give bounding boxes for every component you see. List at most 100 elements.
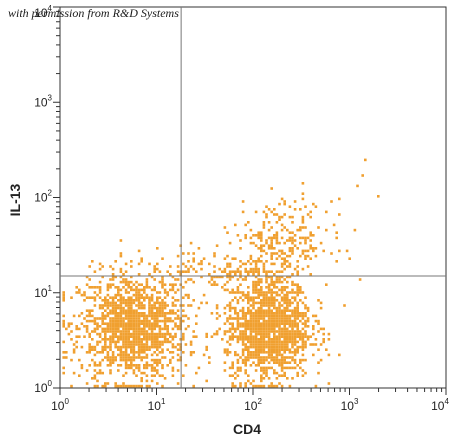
event-dot [296,260,299,263]
event-dot [171,275,175,279]
event-dot [145,319,149,323]
event-dot [150,327,154,331]
event-dot [98,317,102,320]
event-dot [270,304,273,307]
event-dot [270,322,273,325]
event-dot [267,322,271,325]
event-dot [288,314,292,318]
event-dot [192,260,195,263]
event-dot [291,312,294,315]
event-dot [122,335,125,338]
event-dot [132,309,136,312]
event-dot [275,377,279,380]
event-dot [80,364,84,367]
event-dot [189,241,193,245]
event-dot [226,273,229,276]
event-dot [223,267,227,271]
event-dot [265,314,268,318]
event-dot [260,343,263,346]
event-dot [145,340,149,344]
event-dot [296,228,299,232]
event-dot [296,306,299,310]
event-dot [228,317,232,320]
event-dot [127,317,130,320]
event-dot [148,335,151,338]
event-dot [257,306,260,310]
event-dot [330,252,333,255]
event-dot [244,312,247,315]
event-dot [288,361,292,364]
event-dot [117,338,120,341]
event-dot [96,286,99,289]
event-dot [88,351,91,354]
event-dot [132,348,136,351]
event-dot [231,382,234,385]
event-dot [145,296,149,299]
x-tick-label: 104 [431,397,449,413]
event-dot [252,379,255,383]
event-dot [158,345,162,349]
event-dot [117,288,120,292]
event-dot [286,296,289,299]
event-dot [117,322,120,325]
event-dot [267,356,271,359]
x-axis-label: CD4 [233,421,261,437]
event-dot [153,265,156,268]
event-dot [304,205,307,208]
event-dot [109,358,112,362]
event-dot [195,335,198,338]
event-dot [195,270,198,273]
event-dot [327,382,331,385]
event-dot [117,345,120,349]
event-dot [327,332,331,336]
event-dot [273,247,276,250]
event-dot [278,249,281,253]
event-dot [231,384,234,388]
event-dot [176,348,180,351]
event-dot [288,249,292,253]
event-dot [249,267,253,271]
event-dot [267,296,271,299]
event-dot [150,335,154,338]
event-dot [156,348,159,351]
event-dot [135,343,138,346]
event-dot [247,358,250,362]
event-dot [291,343,294,346]
event-dot [104,299,107,302]
event-dot [228,374,232,377]
event-dot [236,317,240,320]
event-dot [143,345,146,349]
event-dot [260,384,263,388]
event-dot [291,301,294,305]
event-dot [106,364,110,367]
event-dot [291,252,294,255]
event-dot [132,369,136,372]
event-dot [278,202,281,206]
event-dot [187,252,190,255]
event-dot [124,364,128,367]
event-dot [228,304,232,307]
event-dot [106,301,110,305]
event-dot [140,379,143,383]
event-dot [109,369,112,372]
event-dot [132,319,136,323]
event-dot [189,343,193,346]
event-dot [296,283,299,286]
event-dot [182,319,185,323]
event-dot [296,351,299,354]
event-dot [262,340,266,344]
event-dot [124,291,128,294]
event-dot [161,332,164,336]
event-dot [70,330,73,333]
event-dot [286,301,289,305]
event-dot [111,304,115,307]
event-dot [275,384,279,388]
event-dot [288,275,292,279]
event-dot [260,366,263,370]
event-dot [288,205,292,208]
event-dot [119,322,123,325]
event-dot [226,254,229,258]
event-dot [114,358,117,362]
event-dot [241,291,245,294]
event-dot [296,286,299,289]
